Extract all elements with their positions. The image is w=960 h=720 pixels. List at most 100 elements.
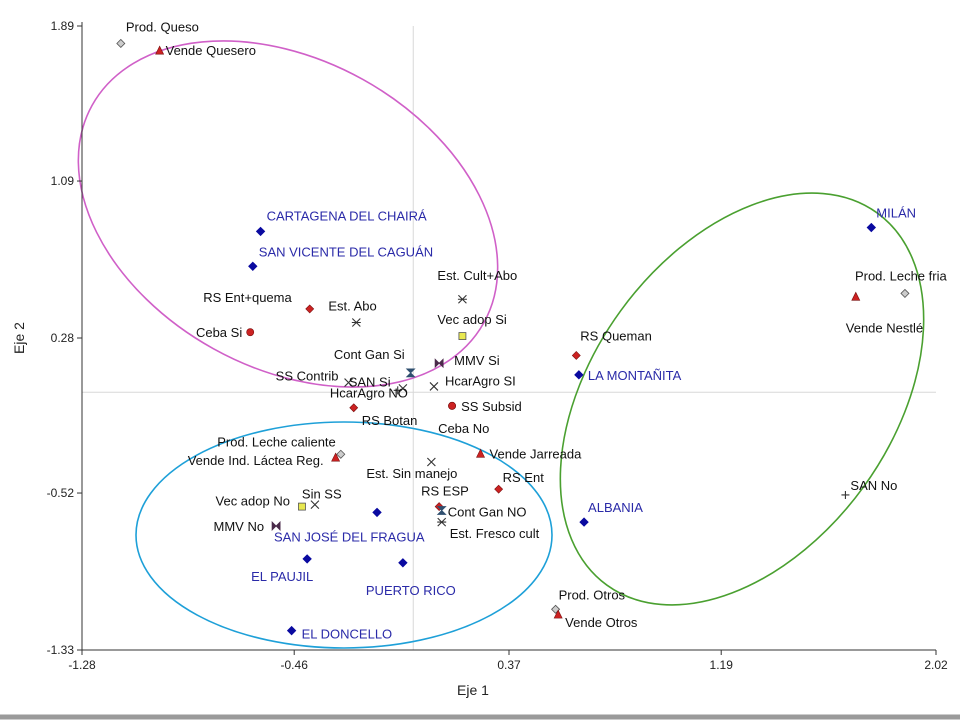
- point-label: EL PAUJIL: [251, 569, 313, 584]
- point-marker: [457, 294, 467, 304]
- point-label: Vec adop No: [216, 494, 290, 509]
- point-marker: [434, 358, 444, 369]
- point-label: Ceba Si: [196, 325, 242, 340]
- point-label: Est. Abo: [328, 298, 376, 313]
- point-label: Ceba No: [438, 421, 489, 436]
- point-label: Prod. Leche fria: [855, 268, 948, 283]
- point-marker: [494, 484, 504, 494]
- point-marker: [336, 449, 346, 459]
- point-label: Vende Otros: [565, 615, 638, 630]
- point-marker: [155, 45, 165, 55]
- green-cluster-ellipse: [559, 192, 925, 606]
- cluster-ellipses: [77, 40, 925, 649]
- point-marker: [866, 222, 877, 233]
- point-label: Est. Cult+Abo: [437, 268, 517, 283]
- point-marker: [286, 625, 297, 636]
- point-label: Vende Quesero: [166, 43, 256, 58]
- x-tick-label: 0.37: [497, 658, 521, 672]
- point-marker: [344, 378, 353, 387]
- pink-cluster-ellipse: [77, 40, 499, 388]
- point-label: SAN Si: [349, 374, 391, 389]
- point-label: SS Contrib: [276, 369, 339, 384]
- point-label: RS Queman: [580, 328, 652, 343]
- point-marker: [429, 382, 439, 391]
- point-marker: [255, 226, 266, 237]
- point-marker: [271, 521, 281, 531]
- point-marker: [405, 368, 416, 378]
- point-marker: [900, 288, 910, 298]
- x-tick-label: 2.02: [924, 658, 948, 672]
- point-marker: [246, 328, 255, 337]
- point-label: PUERTO RICO: [366, 583, 456, 598]
- point-marker: [579, 517, 589, 527]
- point-label: MILÁN: [876, 206, 916, 221]
- point-label: RS ESP: [421, 484, 469, 499]
- point-marker: [436, 506, 447, 515]
- y-tick-label: 1.89: [51, 19, 75, 33]
- point-label: MMV No: [214, 519, 265, 534]
- origin-lines: [82, 26, 936, 650]
- axes: -1.28 -0.46 0.37 1.19 2.02 1.89 1.09 0.28 -0.52 -…: [47, 19, 948, 672]
- point-marker: [351, 318, 361, 327]
- point-label: SS Subsid: [461, 399, 522, 414]
- y-tick-label: 0.28: [51, 331, 75, 345]
- blue-cluster-ellipse: [135, 421, 553, 649]
- point-label: Prod. Otros: [559, 587, 626, 602]
- point-label: EL DONCELLO: [302, 627, 393, 642]
- y-tick-label: -1.33: [47, 643, 75, 657]
- data-points: [116, 38, 910, 636]
- y-axis-title: Eje 2: [11, 322, 27, 354]
- point-label: RS Ent: [503, 470, 545, 485]
- point-marker: [305, 304, 315, 314]
- point-marker: [302, 554, 312, 564]
- point-marker: [574, 370, 584, 380]
- point-marker: [448, 401, 456, 410]
- point-marker: [349, 403, 359, 413]
- point-label: SAN No: [850, 478, 897, 493]
- point-label: ALBANIA: [588, 500, 643, 515]
- point-marker: [458, 332, 467, 340]
- point-marker: [248, 261, 258, 272]
- point-marker: [398, 558, 408, 568]
- point-marker: [426, 457, 436, 467]
- point-label: Cont Gan NO: [448, 504, 527, 519]
- point-marker: [372, 507, 382, 518]
- point-label: Vec adop Si: [437, 312, 506, 327]
- point-label: Vende Jarreada: [490, 446, 583, 461]
- x-tick-label: -1.28: [68, 658, 96, 672]
- point-label: MMV Si: [454, 353, 500, 368]
- point-label: RS Botan: [362, 413, 418, 428]
- x-tick-label: -0.46: [281, 658, 309, 672]
- point-label: CARTAGENA DEL CHAIRÁ: [267, 208, 427, 223]
- point-label: Vende Nestlé: [846, 320, 923, 335]
- point-marker: [437, 517, 447, 527]
- x-tick-label: 1.19: [710, 658, 734, 672]
- point-marker: [841, 490, 850, 499]
- point-marker: [310, 500, 320, 510]
- point-label: Est. Fresco cult: [450, 526, 540, 541]
- point-marker: [553, 609, 563, 619]
- point-label: Cont Gan Si: [334, 347, 405, 362]
- point-labels: Prod. Queso Vende Quesero CARTAGENA DEL CH…: [126, 19, 948, 641]
- point-marker: [476, 448, 486, 458]
- point-marker: [851, 291, 861, 301]
- point-label: Sin SS: [302, 487, 342, 502]
- point-label: SAN JOSÉ DEL FRAGUA: [274, 529, 425, 544]
- point-marker: [116, 38, 126, 49]
- point-label: Prod. Leche caliente: [217, 434, 336, 449]
- y-tick-label: -0.52: [47, 486, 75, 500]
- point-marker: [331, 452, 341, 462]
- x-axis-title: Eje 1: [457, 682, 489, 698]
- point-label: Est. Sin manejo: [366, 466, 457, 481]
- point-marker: [398, 383, 408, 393]
- point-label: Prod. Queso: [126, 19, 199, 34]
- point-marker: [298, 502, 306, 511]
- point-marker: [571, 351, 581, 360]
- point-label: Vende Ind. Láctea Reg.: [188, 453, 324, 468]
- point-label: HcarAgro NO: [330, 385, 408, 400]
- point-label: RS Ent+quema: [203, 290, 292, 305]
- y-tick-label: 1.09: [51, 174, 75, 188]
- point-label: LA MONTAÑITA: [588, 368, 682, 383]
- point-label: HcarAgro SI: [445, 373, 516, 388]
